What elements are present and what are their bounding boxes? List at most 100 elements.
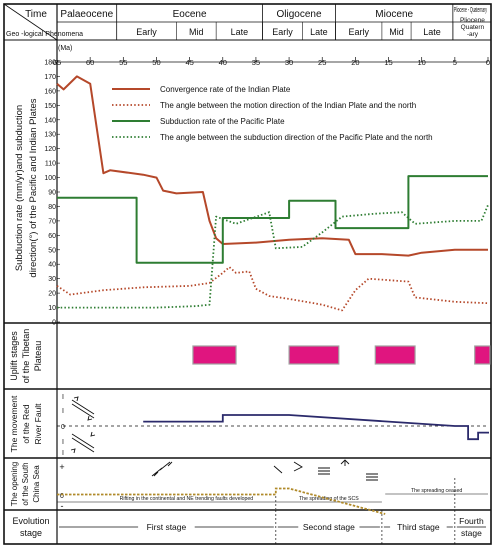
series-line-4 bbox=[57, 204, 489, 309]
sinistral-fault-icon bbox=[71, 399, 95, 419]
subduction-row-label-2: direction(°) of the Pacific and Indian P… bbox=[28, 98, 39, 277]
evolution-label-1: Evolution bbox=[12, 516, 49, 526]
y-tick-label: 50 bbox=[48, 247, 56, 254]
subdivision-label-pliocene: Pliocene bbox=[460, 17, 485, 24]
red-river-row-label-2: of the Red bbox=[21, 404, 31, 443]
uplift-bar-1 bbox=[192, 345, 237, 365]
stage-label-4: Fourth bbox=[459, 516, 484, 526]
x-tick-label: 15 bbox=[384, 58, 392, 67]
scs-opening-line bbox=[57, 487, 386, 515]
outer-frame bbox=[3, 3, 492, 545]
x-tick-label: 35 bbox=[252, 58, 260, 67]
subdivision-label-mid: Mid bbox=[389, 27, 404, 37]
y-axis: 0 10 20 30 40 50 60 70 80 90 100 110 120 130 140 150 160… bbox=[44, 60, 60, 327]
x-tick-label: 0 bbox=[486, 58, 490, 67]
uplift-bar-2 bbox=[288, 345, 340, 365]
y-tick-label: 0 bbox=[52, 320, 56, 327]
zero-label: 0 bbox=[60, 493, 64, 500]
legend: Convergence rate of the Indian Plate The … bbox=[112, 85, 433, 142]
ceased-text: The spreading ceased bbox=[411, 488, 462, 494]
x-tick-label: 10 bbox=[418, 58, 426, 67]
y-tick-label: 80 bbox=[48, 204, 56, 211]
y-tick-label: 10 bbox=[48, 305, 56, 312]
minus-label: - bbox=[61, 501, 64, 511]
x-tick-label: 25 bbox=[318, 58, 326, 67]
stage-label-bg bbox=[138, 522, 195, 532]
x-tick-label: 50 bbox=[152, 58, 160, 67]
subdivision-label-early: Early bbox=[348, 27, 369, 37]
scs-row-label-3: China Sea bbox=[32, 465, 41, 503]
stage-label-bg bbox=[390, 522, 447, 532]
arrow-icon bbox=[73, 396, 93, 421]
subdivision-label-late: Late bbox=[423, 27, 441, 37]
epoch-label-eocene: Eocene bbox=[173, 9, 207, 20]
scs-row-label-1: The opening bbox=[10, 462, 19, 506]
y-tick-label: 30 bbox=[48, 276, 56, 283]
rifting-fault-icon bbox=[151, 461, 173, 477]
y-tick-label: 170 bbox=[44, 74, 56, 81]
uplift-bar-3 bbox=[374, 345, 416, 365]
red-river-movement-line bbox=[143, 414, 489, 441]
y-tick-label: 150 bbox=[44, 103, 56, 110]
uplift-bar-4 bbox=[474, 345, 491, 365]
epoch-label-palaeocene: Palaeocene bbox=[60, 9, 113, 20]
stage-label-bg bbox=[298, 522, 360, 532]
x-tick-label: 60 bbox=[86, 58, 94, 67]
stage-label-2: Second stage bbox=[303, 522, 355, 532]
subdivision-label-early: Early bbox=[136, 27, 157, 37]
evolution-panel: First stage Second stage Third stage Fourth… bbox=[59, 510, 486, 544]
subduction-row-label-1: Subduction rate (mm/yr)and subduction bbox=[14, 105, 25, 271]
subdivision-label-late: Late bbox=[310, 27, 328, 37]
subdivision-label-early: Early bbox=[272, 27, 293, 37]
x-tick-label: 20 bbox=[351, 58, 359, 67]
y-tick-label: 110 bbox=[45, 161, 56, 168]
subdivision-label-mid: Mid bbox=[189, 27, 204, 37]
time-axis: 65 60 55 50 45 40 35 30 25 20 15 10 5 0 bbox=[53, 57, 490, 67]
series-lines bbox=[56, 75, 489, 312]
y-tick-label: 130 bbox=[44, 132, 56, 139]
x-tick-label: 40 bbox=[219, 58, 227, 67]
stage-label-1: First stage bbox=[147, 522, 187, 532]
subdivision-label-quatern: Quatern bbox=[461, 24, 485, 31]
evolution-label-2: stage bbox=[20, 528, 42, 538]
legend-label-3: Subduction rate of the Pacific Plate bbox=[160, 117, 285, 126]
y-tick-label: 180 bbox=[44, 60, 56, 67]
series-line-2 bbox=[56, 266, 489, 312]
stage-label-3: Third stage bbox=[397, 522, 440, 532]
axis-zero: 0 bbox=[61, 424, 65, 431]
epoch-label-oligocene: Oligocene bbox=[277, 9, 322, 20]
axis-mark: I bbox=[62, 450, 64, 457]
series-line-3 bbox=[57, 175, 488, 264]
y-tick-label: 40 bbox=[48, 262, 56, 269]
y-tick-label: 20 bbox=[48, 291, 56, 298]
axis-mark: I bbox=[62, 408, 64, 415]
dextral-fault-icon bbox=[71, 433, 95, 453]
uplift-bars bbox=[192, 345, 491, 365]
plus-label: + bbox=[59, 462, 64, 472]
epoch-label-pliocene-quaternary: Pliocene - Quaternary bbox=[454, 7, 487, 14]
spreading-text: The spreading of the SCS bbox=[299, 496, 359, 502]
stage-label-4-line2: stage bbox=[461, 528, 482, 538]
y-tick-label: 60 bbox=[48, 233, 56, 240]
uplift-row-label-3: Plateau bbox=[33, 341, 43, 372]
phenomena-label: Geo -logical Phenomena bbox=[6, 31, 83, 38]
x-tick-label: 45 bbox=[185, 58, 193, 67]
legend-label-4: The angle between the subduction directi… bbox=[160, 133, 433, 142]
uplift-row-label-2: of the Tibetan bbox=[21, 329, 31, 384]
spreading-icon bbox=[273, 459, 378, 481]
y-tick-label: 100 bbox=[44, 175, 56, 182]
y-tick-label: 160 bbox=[44, 88, 56, 95]
subdivision-label-ary: -ary bbox=[467, 31, 479, 38]
ma-label: (Ma) bbox=[58, 45, 72, 52]
epoch-label-miocene: Miocene bbox=[375, 9, 413, 20]
time-label: Time bbox=[25, 9, 47, 20]
scs-panel: +0- Rifting in the continental and NE tre… bbox=[57, 459, 488, 515]
scs-row-label-2: of the South bbox=[21, 462, 30, 505]
red-river-row-label-1: The movement bbox=[9, 395, 19, 452]
legend-label-2: The angle between the motion direction o… bbox=[160, 101, 416, 110]
rifting-text: Rifting in the continental and NE trendi… bbox=[120, 496, 254, 502]
arrow-icon bbox=[70, 431, 96, 454]
epoch-header: Palaeocene Eocene Oligocene Miocene Pliocene… bbox=[60, 4, 487, 40]
